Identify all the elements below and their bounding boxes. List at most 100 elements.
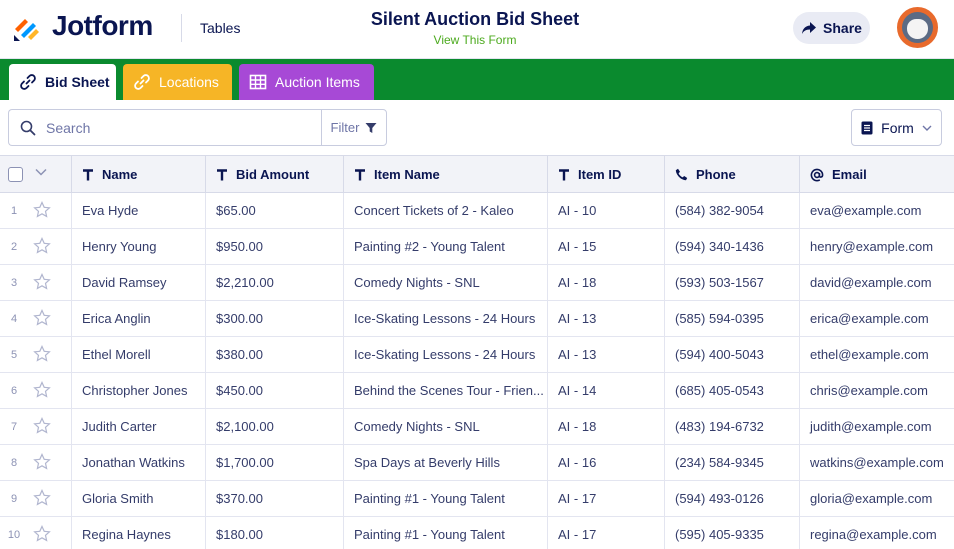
cell-bid-amount[interactable]: $300.00 xyxy=(206,301,344,336)
cell-item-name[interactable]: Painting #1 - Young Talent xyxy=(344,481,548,516)
share-button[interactable]: Share xyxy=(793,12,870,44)
cell-item-name[interactable]: Painting #2 - Young Talent xyxy=(344,229,548,264)
cell-item-id[interactable]: AI - 18 xyxy=(548,265,665,300)
star-icon[interactable] xyxy=(33,453,51,471)
column-header-item-id[interactable]: Item ID xyxy=(548,156,665,193)
search-input[interactable]: Search xyxy=(8,109,322,146)
cell-email[interactable]: regina@example.com xyxy=(810,527,937,542)
star-icon[interactable] xyxy=(33,201,51,219)
cell-item-id[interactable]: AI - 15 xyxy=(548,229,665,264)
cell-item-name[interactable]: Painting #1 - Young Talent xyxy=(344,517,548,549)
cell-phone[interactable]: (584) 382-9054 xyxy=(665,193,800,228)
table-row[interactable]: 8 Jonathan Watkins $1,700.00 Spa Days at Be… xyxy=(0,445,954,481)
cell-bid-amount[interactable]: $65.00 xyxy=(206,193,344,228)
cell-email[interactable]: judith@example.com xyxy=(810,419,932,434)
cell-phone[interactable]: (483) 194-6732 xyxy=(665,409,800,444)
table-row[interactable]: 3 David Ramsey $2,210.00 Comedy Nights - SN… xyxy=(0,265,954,301)
table-row[interactable]: 5 Ethel Morell $380.00 Ice-Skating Lessons … xyxy=(0,337,954,373)
cell-item-id[interactable]: AI - 10 xyxy=(548,193,665,228)
table-row[interactable]: 1 Eva Hyde $65.00 Concert Tickets of 2 - Ka… xyxy=(0,193,954,229)
cell-item-id[interactable]: AI - 13 xyxy=(548,337,665,372)
tab-bid-sheet[interactable]: Bid Sheet xyxy=(9,64,116,100)
cell-bid-amount[interactable]: $1,700.00 xyxy=(206,445,344,480)
user-avatar[interactable] xyxy=(897,7,938,48)
cell-phone[interactable]: (594) 493-0126 xyxy=(665,481,800,516)
cell-item-id[interactable]: AI - 14 xyxy=(548,373,665,408)
product-name[interactable]: Tables xyxy=(200,20,241,36)
cell-name[interactable]: Judith Carter xyxy=(72,409,206,444)
cell-item-id[interactable]: AI - 16 xyxy=(548,445,665,480)
cell-item-id[interactable]: AI - 13 xyxy=(548,301,665,336)
tab-auction-items[interactable]: Auction Items xyxy=(239,64,374,100)
column-header-email[interactable]: Email xyxy=(800,156,954,193)
cell-email[interactable]: ethel@example.com xyxy=(810,347,929,362)
star-icon[interactable] xyxy=(33,309,51,327)
column-header-phone[interactable]: Phone xyxy=(665,156,800,193)
cell-name[interactable]: Jonathan Watkins xyxy=(72,445,206,480)
cell-item-id[interactable]: AI - 17 xyxy=(548,481,665,516)
filter-button[interactable]: Filter xyxy=(321,109,387,146)
logo-text[interactable]: Jotform xyxy=(52,10,153,41)
cell-item-id[interactable]: AI - 18 xyxy=(548,409,665,444)
cell-item-name[interactable]: Comedy Nights - SNL xyxy=(344,265,548,300)
cell-item-name[interactable]: Ice-Skating Lessons - 24 Hours xyxy=(344,301,548,336)
cell-phone[interactable]: (234) 584-9345 xyxy=(665,445,800,480)
cell-email[interactable]: gloria@example.com xyxy=(810,491,933,506)
cell-name[interactable]: David Ramsey xyxy=(72,265,206,300)
star-icon[interactable] xyxy=(33,525,51,543)
chevron-down-icon[interactable] xyxy=(35,168,47,176)
star-icon[interactable] xyxy=(33,381,51,399)
cell-bid-amount[interactable]: $2,210.00 xyxy=(206,265,344,300)
table-row[interactable]: 10 Regina Haynes $180.00 Painting #1 - Youn… xyxy=(0,517,954,549)
table-row[interactable]: 2 Henry Young $950.00 Painting #2 - Young T… xyxy=(0,229,954,265)
cell-phone[interactable]: (593) 503-1567 xyxy=(665,265,800,300)
star-icon[interactable] xyxy=(33,237,51,255)
column-header-bid-amount[interactable]: Bid Amount xyxy=(206,156,344,193)
cell-name[interactable]: Gloria Smith xyxy=(72,481,206,516)
column-header-name[interactable]: Name xyxy=(72,156,206,193)
cell-phone[interactable]: (685) 405-0543 xyxy=(665,373,800,408)
column-header-item-name[interactable]: Item Name xyxy=(344,156,548,193)
cell-email[interactable]: watkins@example.com xyxy=(810,455,944,470)
cell-item-name[interactable]: Behind the Scenes Tour - Frien... xyxy=(344,373,548,408)
select-all-checkbox[interactable] xyxy=(8,167,23,182)
view-form-link[interactable]: View This Form xyxy=(433,33,517,47)
cell-bid-amount[interactable]: $950.00 xyxy=(206,229,344,264)
cell-bid-amount[interactable]: $2,100.00 xyxy=(206,409,344,444)
table-row[interactable]: 4 Erica Anglin $300.00 Ice-Skating Lessons … xyxy=(0,301,954,337)
table-row[interactable]: 6 Christopher Jones $450.00 Behind the Scen… xyxy=(0,373,954,409)
cell-name[interactable]: Ethel Morell xyxy=(72,337,206,372)
cell-name[interactable]: Henry Young xyxy=(72,229,206,264)
cell-phone[interactable]: (595) 405-9335 xyxy=(665,517,800,549)
cell-name[interactable]: Christopher Jones xyxy=(72,373,206,408)
cell-email[interactable]: david@example.com xyxy=(810,275,932,290)
cell-email[interactable]: chris@example.com xyxy=(810,383,928,398)
star-icon[interactable] xyxy=(33,417,51,435)
cell-email[interactable]: henry@example.com xyxy=(810,239,934,254)
cell-phone[interactable]: (585) 594-0395 xyxy=(665,301,800,336)
cell-item-name[interactable]: Concert Tickets of 2 - Kaleo xyxy=(344,193,548,228)
star-icon[interactable] xyxy=(33,273,51,291)
cell-bid-amount[interactable]: $450.00 xyxy=(206,373,344,408)
table-row[interactable]: 7 Judith Carter $2,100.00 Comedy Nights - S… xyxy=(0,409,954,445)
cell-name[interactable]: Regina Haynes xyxy=(72,517,206,549)
cell-item-name[interactable]: Ice-Skating Lessons - 24 Hours xyxy=(344,337,548,372)
table-row[interactable]: 9 Gloria Smith $370.00 Painting #1 - Young … xyxy=(0,481,954,517)
cell-item-name[interactable]: Comedy Nights - SNL xyxy=(344,409,548,444)
form-view-button[interactable]: Form xyxy=(851,109,942,146)
cell-name[interactable]: Eva Hyde xyxy=(72,193,206,228)
star-icon[interactable] xyxy=(33,489,51,507)
cell-phone[interactable]: (594) 340-1436 xyxy=(665,229,800,264)
cell-item-name[interactable]: Spa Days at Beverly Hills xyxy=(344,445,548,480)
cell-bid-amount[interactable]: $370.00 xyxy=(206,481,344,516)
tab-locations[interactable]: Locations xyxy=(123,64,232,100)
cell-name[interactable]: Erica Anglin xyxy=(72,301,206,336)
cell-email[interactable]: eva@example.com xyxy=(810,203,922,218)
cell-bid-amount[interactable]: $380.00 xyxy=(206,337,344,372)
cell-bid-amount[interactable]: $180.00 xyxy=(206,517,344,549)
cell-item-id[interactable]: AI - 17 xyxy=(548,517,665,549)
cell-email[interactable]: erica@example.com xyxy=(810,311,929,326)
jotform-logo-icon[interactable] xyxy=(12,13,42,43)
star-icon[interactable] xyxy=(33,345,51,363)
cell-phone[interactable]: (594) 400-5043 xyxy=(665,337,800,372)
